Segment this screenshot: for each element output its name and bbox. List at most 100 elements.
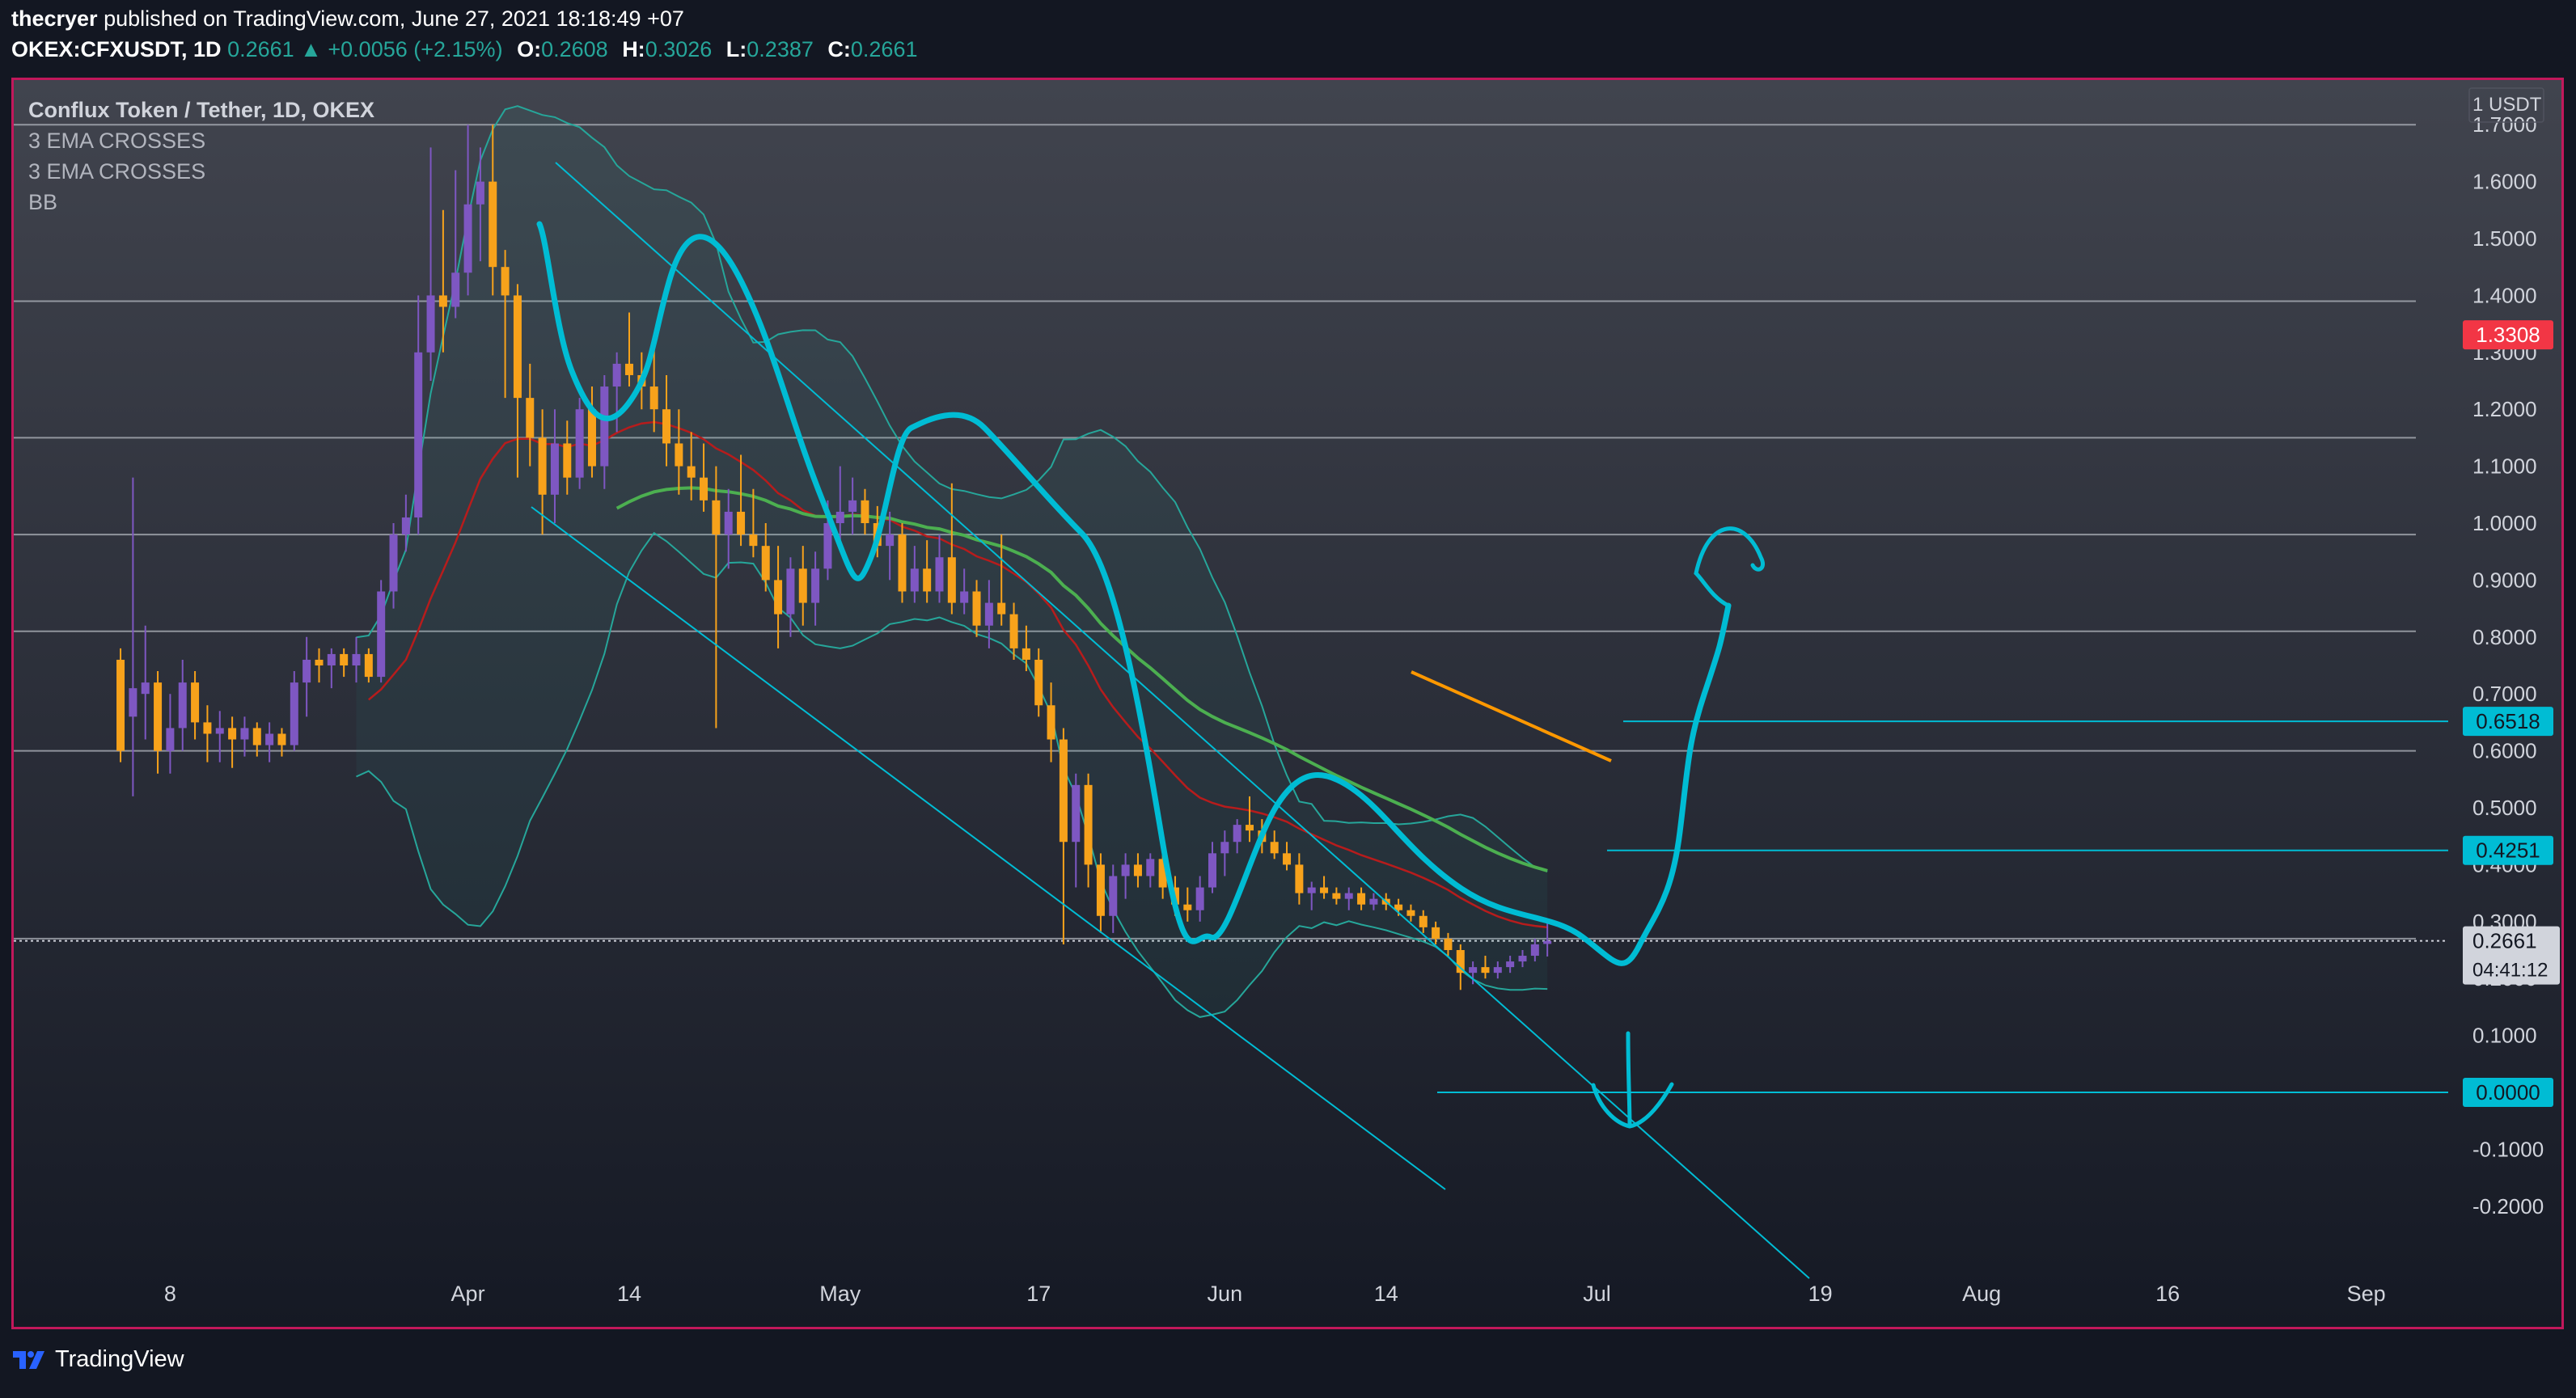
candle-body bbox=[215, 728, 224, 734]
candle-body bbox=[587, 409, 596, 467]
x-tick-label: 19 bbox=[1808, 1282, 1833, 1306]
candle-body bbox=[1432, 927, 1440, 939]
candle-body bbox=[1059, 739, 1068, 843]
candle-body bbox=[166, 728, 175, 751]
chart-frame[interactable]: 1.7000 1.6000 1.5000 1.4000 1.3000 1.2000 1.10… bbox=[11, 78, 2564, 1329]
candle-body bbox=[1419, 915, 1428, 927]
candle-body bbox=[228, 728, 237, 740]
candle-body bbox=[724, 511, 733, 535]
candle-body bbox=[265, 733, 274, 745]
candle-body bbox=[1307, 887, 1316, 893]
y-tick-label: 0.7000 bbox=[2472, 682, 2537, 706]
tradingview-logo[interactable]: TradingView bbox=[11, 1346, 184, 1373]
footer-bar bbox=[0, 1334, 2576, 1398]
x-tick-label: 14 bbox=[1374, 1282, 1398, 1306]
candle-body bbox=[438, 295, 447, 307]
candle-body bbox=[501, 267, 510, 296]
indicator-bb[interactable]: BB bbox=[28, 190, 58, 214]
candle-body bbox=[563, 443, 572, 478]
price-label-box bbox=[2463, 320, 2553, 350]
candle-body bbox=[575, 409, 584, 478]
candle-body bbox=[513, 295, 522, 399]
indicator-ema-crosses-2[interactable]: 3 EMA CROSSES bbox=[28, 159, 206, 184]
currency-box bbox=[2468, 87, 2544, 123]
x-tick-label: Jun bbox=[1208, 1282, 1243, 1306]
candle-body bbox=[1456, 950, 1465, 974]
candle-body bbox=[191, 682, 200, 723]
y-tick-label: 1.6000 bbox=[2472, 170, 2537, 194]
candle-body bbox=[426, 295, 435, 353]
candle-body bbox=[687, 466, 696, 478]
price-chart[interactable]: 1.70001.60001.50001.40001.30001.20001.10… bbox=[14, 80, 2561, 1327]
x-tick-label: 14 bbox=[617, 1282, 641, 1306]
candle-body bbox=[712, 500, 721, 535]
candle-body bbox=[1481, 967, 1490, 974]
candle-body bbox=[489, 181, 497, 268]
y-tick-label: 1.1000 bbox=[2472, 454, 2537, 479]
candle-body bbox=[364, 653, 373, 678]
candle-body bbox=[1493, 967, 1502, 974]
candle-body bbox=[1469, 967, 1478, 974]
candle-body bbox=[377, 591, 386, 678]
close-value: 0.2661 bbox=[850, 37, 918, 61]
price-label-box bbox=[2463, 835, 2553, 865]
y-tick-label: -0.2000 bbox=[2472, 1194, 2544, 1218]
candle-body bbox=[786, 568, 795, 615]
candle-body bbox=[649, 386, 658, 410]
author-name[interactable]: thecryer bbox=[11, 6, 98, 31]
price-change: ▲ +0.0056 (+2.15%) bbox=[300, 37, 503, 61]
candle-body bbox=[1084, 784, 1093, 865]
candle-body bbox=[774, 580, 783, 615]
candle-body bbox=[1357, 893, 1366, 905]
candle-body bbox=[823, 523, 832, 569]
publish-info: published on TradingView.com, June 27, 2… bbox=[97, 6, 684, 31]
candle-body bbox=[1444, 938, 1453, 950]
x-tick-label: 17 bbox=[1026, 1282, 1051, 1306]
low-label: L: bbox=[725, 37, 747, 61]
candle-body bbox=[526, 398, 535, 438]
x-tick-label: Jul bbox=[1583, 1282, 1611, 1306]
candle-body bbox=[154, 682, 163, 751]
candle-body bbox=[315, 659, 324, 665]
price-label-text: 0.0000 bbox=[2476, 1080, 2540, 1104]
x-tick-label: 16 bbox=[2155, 1282, 2180, 1306]
candle-body bbox=[898, 534, 907, 592]
candle-body bbox=[1121, 864, 1130, 876]
candle-body bbox=[1332, 893, 1341, 899]
ohlc-line: OKEX:CFXUSDT, 1D 0.2661 ▲ +0.0056 (+2.15… bbox=[11, 37, 917, 62]
candle-body bbox=[662, 409, 671, 444]
candle-body bbox=[798, 568, 807, 603]
candle-body bbox=[550, 443, 559, 495]
candle-body bbox=[935, 557, 944, 592]
candle-body bbox=[1158, 859, 1167, 888]
candle-body bbox=[1283, 853, 1292, 865]
indicator-ema-crosses-1[interactable]: 3 EMA CROSSES bbox=[28, 129, 206, 153]
candle-body bbox=[1146, 859, 1155, 876]
chart-background bbox=[14, 80, 2561, 1327]
candle-body bbox=[1369, 898, 1378, 905]
open-value: 0.2608 bbox=[541, 37, 608, 61]
x-tick-label: 8 bbox=[164, 1282, 176, 1306]
price-label-box bbox=[2463, 1078, 2553, 1107]
candle-body bbox=[1320, 887, 1329, 893]
candle-body bbox=[451, 272, 460, 307]
candle-body bbox=[749, 534, 758, 547]
candle-body bbox=[1530, 944, 1539, 957]
candle-body bbox=[1022, 648, 1030, 660]
candle-body bbox=[612, 363, 621, 387]
candle-body bbox=[600, 386, 609, 467]
candle-body bbox=[1034, 659, 1043, 706]
candle-body bbox=[1246, 825, 1254, 831]
freehand-pattern-line bbox=[536, 221, 1732, 966]
candle-body bbox=[1518, 956, 1527, 962]
channel-lower-line bbox=[531, 506, 1446, 1190]
candle-body bbox=[811, 568, 820, 603]
candle-body bbox=[700, 477, 709, 500]
candle-body bbox=[624, 363, 633, 375]
candle-body bbox=[737, 511, 746, 535]
candle-body bbox=[1506, 961, 1515, 968]
y-tick-label: 0.1000 bbox=[2472, 1024, 2537, 1048]
ema-slow-line bbox=[615, 486, 1548, 872]
candle-body bbox=[1195, 887, 1204, 910]
candle-body bbox=[414, 352, 423, 517]
